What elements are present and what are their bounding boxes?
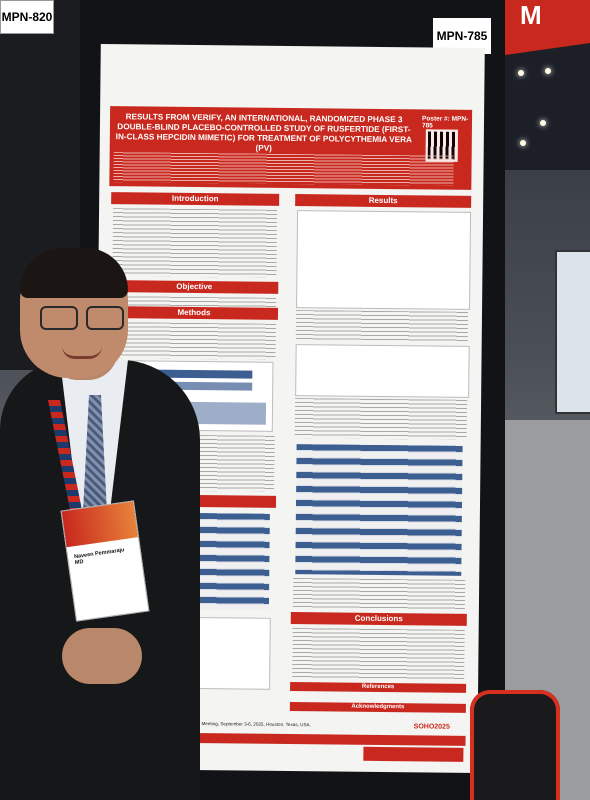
name-badge: Naveen Pemmaraju MD bbox=[60, 500, 150, 622]
section-objective: Objective bbox=[110, 280, 279, 294]
glasses-lens-left bbox=[40, 306, 78, 330]
introduction-text bbox=[112, 208, 278, 278]
section-results: Results bbox=[295, 194, 472, 208]
badge-name: Naveen Pemmaraju MD bbox=[73, 547, 125, 567]
author-list bbox=[113, 152, 454, 186]
results-text-2 bbox=[294, 398, 468, 440]
section-methods: Methods bbox=[109, 306, 279, 320]
conclusions-text bbox=[292, 628, 465, 680]
results-text-3 bbox=[292, 578, 466, 610]
forest-plot-figure bbox=[296, 210, 472, 310]
ceiling-light bbox=[545, 68, 551, 74]
line-chart-figure bbox=[295, 344, 470, 398]
backpack-trim bbox=[470, 690, 560, 800]
poster-title: RESULTS FROM VERIFY, AN INTERNATIONAL, R… bbox=[115, 112, 413, 153]
banner-text: M bbox=[520, 0, 543, 30]
adverse-events-table bbox=[295, 444, 463, 576]
side-display-board bbox=[555, 250, 590, 414]
poster-number: Poster #: MPN-785 bbox=[421, 115, 469, 130]
ceiling-light bbox=[518, 70, 524, 76]
section-introduction: Introduction bbox=[111, 192, 280, 206]
methods-text bbox=[111, 322, 276, 360]
man-hand bbox=[62, 628, 142, 684]
ceiling-light bbox=[520, 140, 526, 146]
sponsor-logos bbox=[363, 746, 464, 762]
section-references: References bbox=[290, 682, 467, 693]
man-smile bbox=[62, 346, 102, 359]
section-acknowledgments: Acknowledgments bbox=[289, 702, 466, 713]
section-conclusions: Conclusions bbox=[290, 612, 467, 626]
neighbor-poster-tag: MPN-820 bbox=[0, 0, 54, 34]
poster-header: RESULTS FROM VERIFY, AN INTERNATIONAL, R… bbox=[109, 106, 473, 190]
glasses-lens-right bbox=[86, 306, 124, 330]
man-hair bbox=[20, 248, 128, 298]
ceiling-light bbox=[540, 120, 546, 126]
badge-header bbox=[61, 501, 139, 548]
event-tag: SOHO2025 bbox=[413, 723, 450, 731]
results-text-1 bbox=[295, 310, 469, 342]
